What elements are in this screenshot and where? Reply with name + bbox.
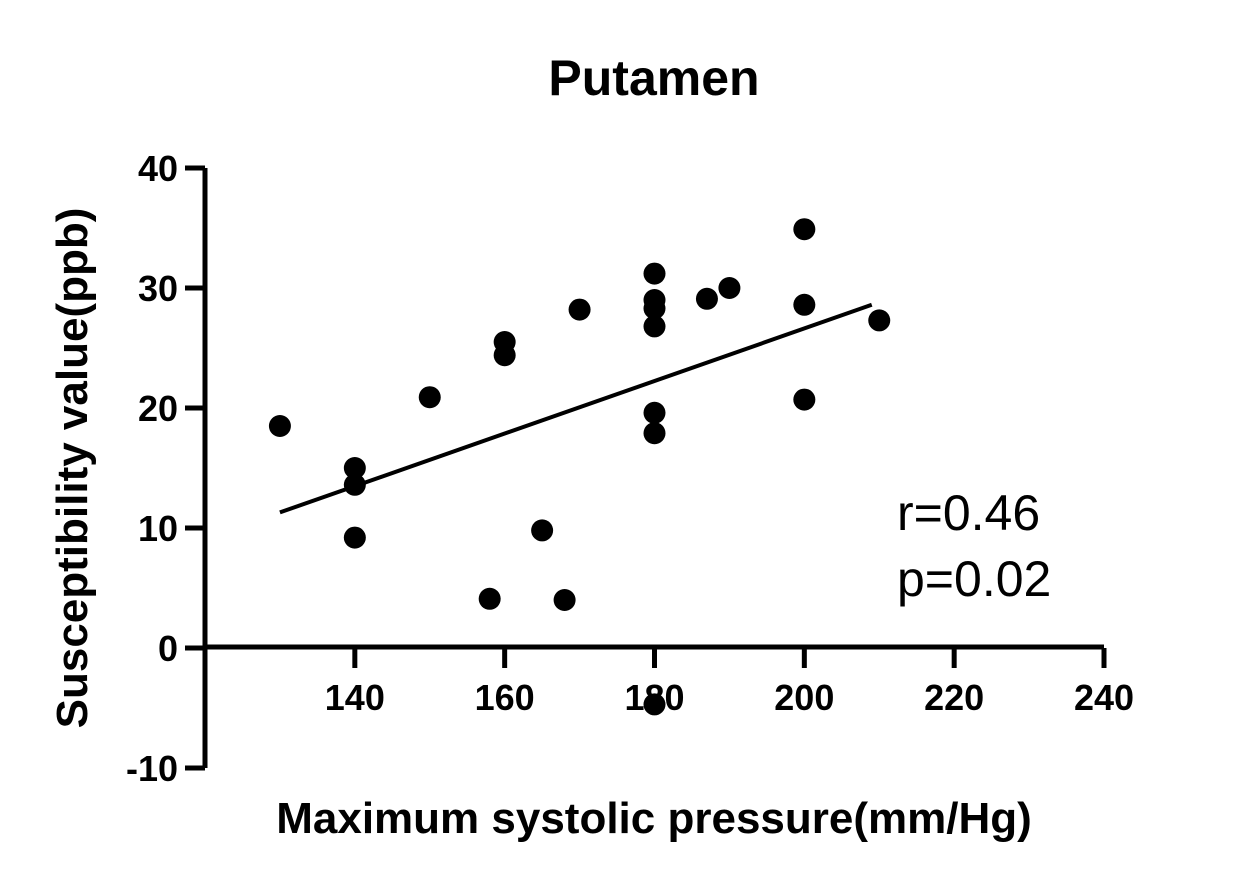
y-tick-label: 20 <box>138 388 178 429</box>
x-tick-label: 200 <box>774 677 834 718</box>
data-point <box>793 388 816 411</box>
data-point <box>343 526 366 549</box>
x-tick-label: 140 <box>325 677 385 718</box>
y-tick-label: -10 <box>126 748 178 789</box>
chart-title: Putamen <box>548 50 759 106</box>
x-axis-ticks: 140160180200220240 <box>325 648 1134 718</box>
data-points <box>268 218 891 716</box>
data-point <box>793 293 816 316</box>
x-tick-label: 220 <box>924 677 984 718</box>
data-point <box>643 262 666 285</box>
y-tick-label: 10 <box>138 508 178 549</box>
y-tick-label: 40 <box>138 148 178 189</box>
data-point <box>268 415 291 437</box>
data-point <box>418 386 441 409</box>
data-point <box>553 589 576 611</box>
data-point <box>643 693 666 716</box>
y-tick-label: 30 <box>138 268 178 309</box>
data-point <box>793 218 816 241</box>
regression-line <box>279 302 873 515</box>
y-tick-label: 0 <box>158 628 178 669</box>
data-point <box>718 277 741 299</box>
data-point <box>643 297 666 320</box>
x-axis-label: Maximum systolic pressure(mm/Hg) <box>276 794 1032 843</box>
data-point <box>343 473 366 496</box>
r-value-annotation: r=0.46 <box>897 485 1040 541</box>
data-point <box>643 422 666 445</box>
p-value-annotation: p=0.02 <box>897 551 1051 607</box>
data-point <box>531 519 554 542</box>
x-tick-label: 240 <box>1074 677 1134 718</box>
data-point <box>643 401 666 424</box>
x-tick-label: 160 <box>475 677 535 718</box>
data-point <box>493 344 516 367</box>
data-point <box>643 315 666 338</box>
y-axis-label: Susceptibility value(ppb) <box>48 208 97 729</box>
data-point <box>478 587 501 610</box>
data-point <box>343 457 366 479</box>
data-point <box>868 309 891 332</box>
data-point <box>695 287 718 310</box>
y-axis-ticks: -10 0 10 20 30 40 <box>126 148 205 789</box>
data-point <box>568 298 591 321</box>
